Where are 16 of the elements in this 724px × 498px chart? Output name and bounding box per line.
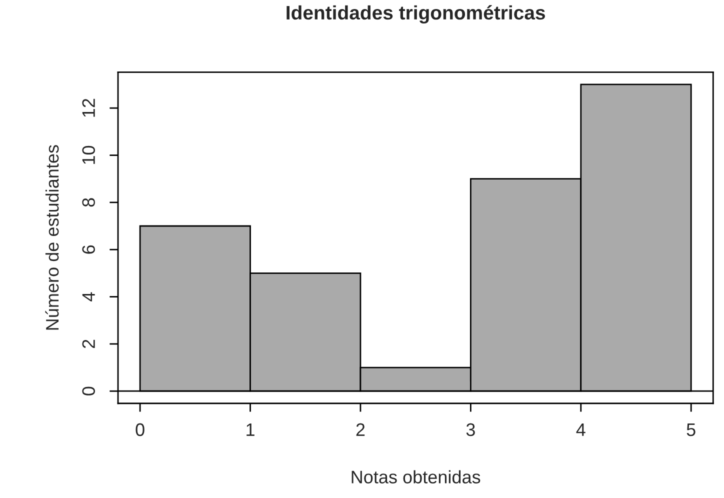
x-tick-label: 5 <box>686 423 696 436</box>
y-tick-label: 0 <box>82 386 95 396</box>
x-tick-label: 1 <box>246 423 254 436</box>
y-tick-label: 8 <box>82 198 95 207</box>
y-tick-label: 12 <box>82 98 95 117</box>
x-tick-label: 3 <box>466 423 475 436</box>
y-tick-label: 10 <box>82 146 95 164</box>
y-tick-label: 4 <box>82 292 95 302</box>
x-tick-label: 0 <box>136 423 144 436</box>
y-axis-title: Número de estudiantes <box>45 145 59 330</box>
x-tick-label: 2 <box>356 423 365 436</box>
x-tick-label: 4 <box>576 423 586 436</box>
x-axis-title: Notas obtenidas <box>352 470 480 484</box>
y-tick-label: 6 <box>82 245 95 254</box>
chart-title: Identidades trigonométricas <box>286 5 545 24</box>
y-tick-label: 2 <box>82 340 95 348</box>
